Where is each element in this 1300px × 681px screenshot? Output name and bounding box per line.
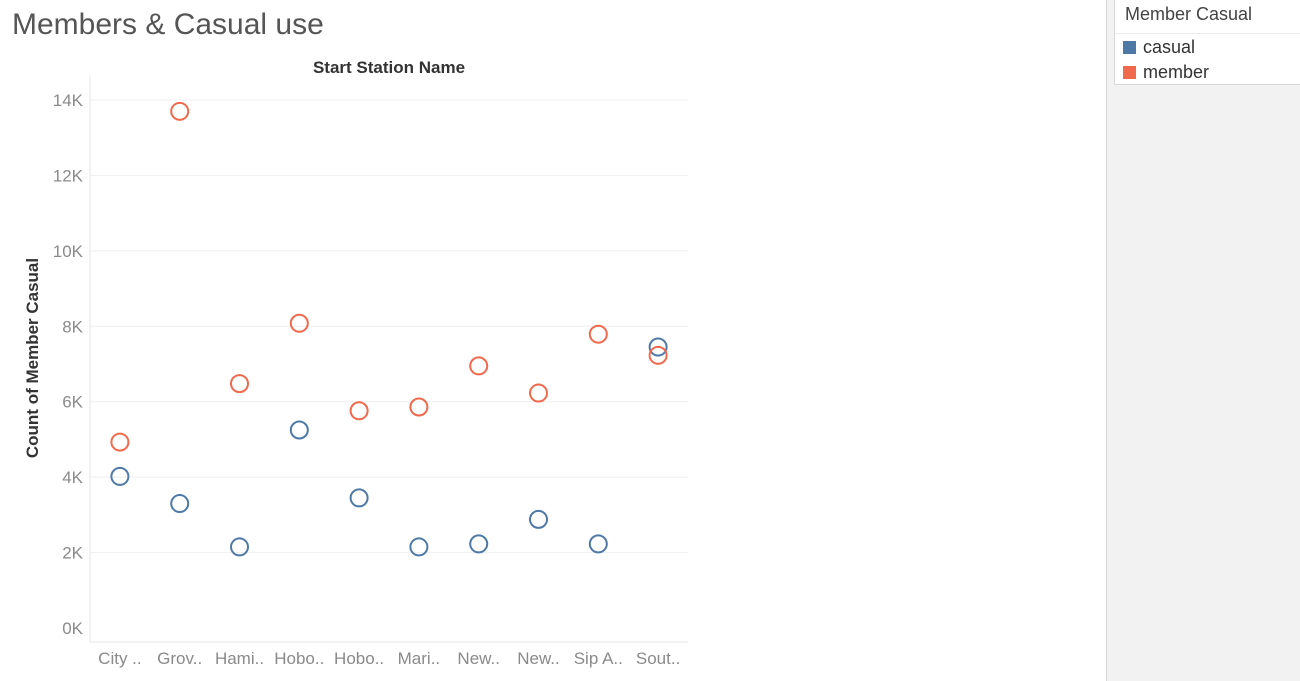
y-tick-label: 2K [62,544,83,563]
x-tick-label: New.. [517,649,560,668]
data-point-casual[interactable] [588,534,608,554]
data-point-casual[interactable] [529,509,548,529]
x-tick-label: New.. [457,649,500,668]
data-point-member[interactable] [110,432,130,452]
data-point-member[interactable] [588,324,608,344]
legend-item-casual[interactable]: casual [1123,36,1195,58]
legend-divider [1115,33,1300,34]
y-axis-label: Count of Member Casual [23,258,42,458]
data-point-member[interactable] [469,356,489,376]
legend: Member Casual casual member [1114,0,1300,85]
data-point-casual[interactable] [648,337,668,357]
legend-title: Member Casual [1125,4,1253,24]
x-tick-label: Mari.. [398,649,441,668]
legend-swatch-casual [1123,40,1136,54]
data-point-member[interactable] [170,101,190,121]
y-tick-label: 4K [62,468,83,487]
data-point-casual[interactable] [170,494,190,514]
x-tick-label: Hobo.. [274,649,324,668]
right-side-panel [1106,0,1300,681]
x-tick-label: Sip A.. [574,649,623,668]
data-point-member[interactable] [529,383,548,403]
data-point-member[interactable] [409,397,429,417]
x-tick-label: Hobo.. [334,649,384,668]
data-point-casual[interactable] [289,420,309,440]
scatter-chart: 0K 2K 4K 6K 8K 10K 12K 14K City .. Grov.. Hami.. Ho… [23,58,688,668]
x-tick-label: City .. [98,649,141,668]
x-tick-label: Hami.. [215,649,264,668]
y-tick-label: 10K [53,242,84,261]
y-tick-label: 12K [53,166,84,185]
y-tick-label: 6K [62,393,83,412]
legend-label-member: member [1143,61,1210,82]
x-tick-label: Sout.. [636,649,680,668]
data-point-member[interactable] [289,313,309,333]
data-point-member[interactable] [349,401,369,421]
chart-title: Start Station Name [313,58,465,77]
y-tick-label: 14K [53,91,84,110]
x-tick-label: Grov.. [157,649,202,668]
data-point-casual[interactable] [110,466,130,486]
legend-swatch-member [1123,65,1136,79]
data-point-member[interactable] [648,345,668,365]
legend-item-member[interactable]: member [1123,61,1209,83]
data-point-member[interactable] [230,374,249,394]
data-point-casual[interactable] [230,537,249,557]
legend-label-casual: casual [1143,36,1196,57]
data-point-casual[interactable] [349,488,369,508]
data-point-casual[interactable] [409,537,429,557]
y-tick-label: 8K [62,317,83,336]
data-point-casual[interactable] [469,534,489,554]
y-tick-label: 0K [62,619,83,638]
page-title: Members & Casual use [12,8,324,41]
